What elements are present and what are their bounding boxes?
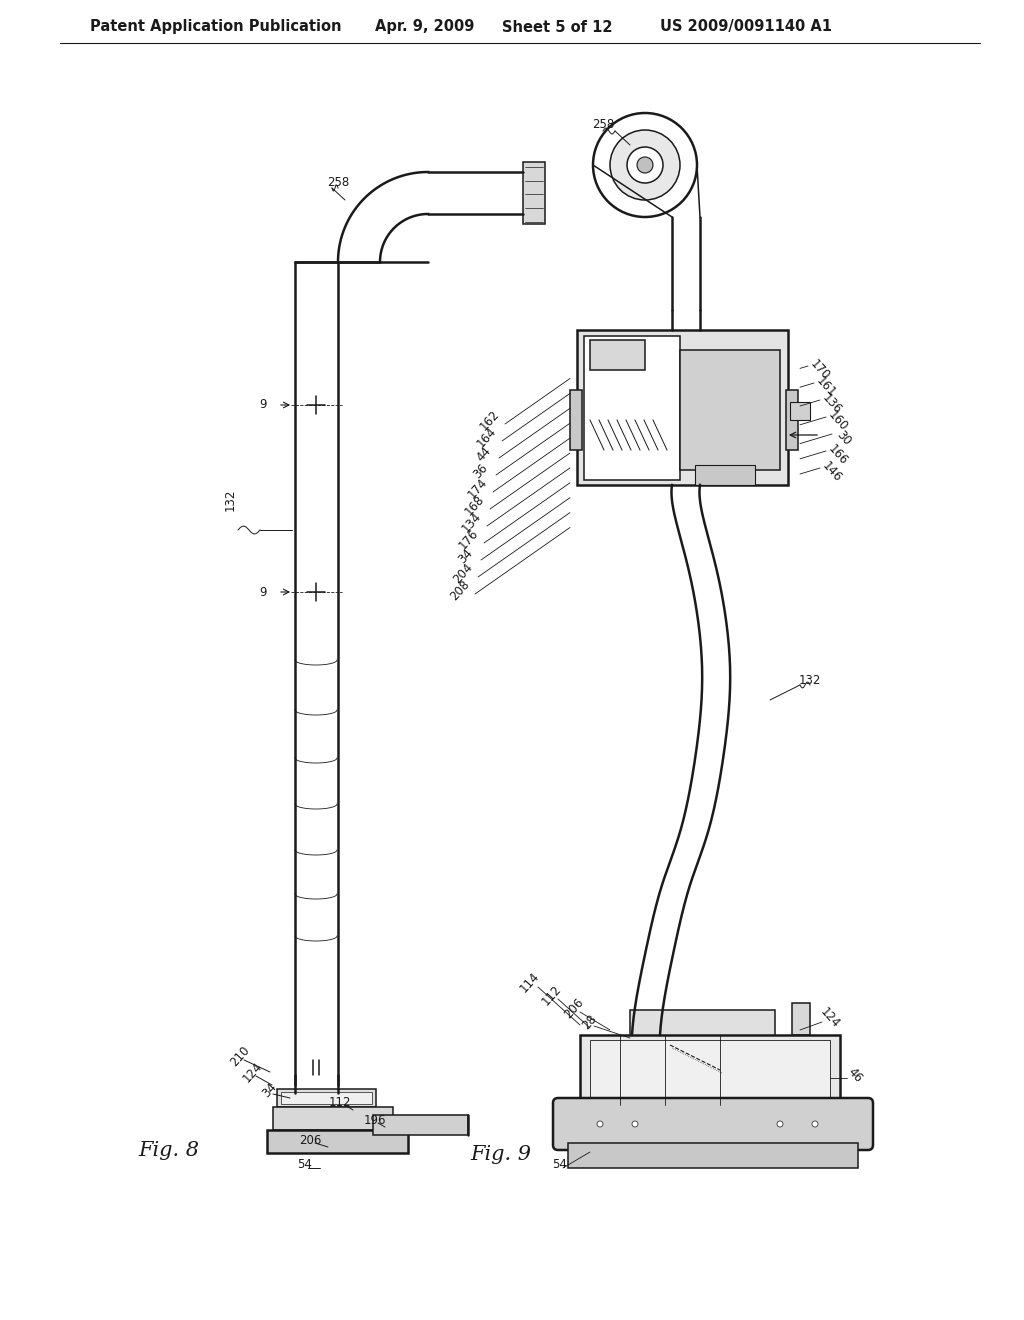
Text: 54: 54 [553,1159,567,1172]
Text: 46: 46 [845,1065,865,1085]
Text: 9: 9 [259,586,266,598]
Bar [577,330,788,484]
Circle shape [597,1121,603,1127]
Bar [580,1035,840,1105]
Text: 258: 258 [327,177,349,190]
Text: 54: 54 [298,1159,312,1172]
Bar [568,1143,858,1168]
Text: Patent Application Publication: Patent Application Publication [90,20,341,34]
Bar [680,350,780,470]
Text: 162: 162 [477,408,503,433]
Text: 30: 30 [835,428,854,447]
Circle shape [632,1121,638,1127]
Bar [278,1089,376,1107]
Bar [373,1115,468,1135]
Bar [590,1040,830,1100]
Circle shape [715,1067,725,1077]
Bar [523,162,545,224]
Text: 36: 36 [471,461,490,480]
Text: 161: 161 [814,375,839,400]
Circle shape [637,157,653,173]
Text: 146: 146 [819,459,845,484]
Text: 132: 132 [223,488,237,511]
Circle shape [627,147,663,183]
Text: 136: 136 [819,391,845,417]
Circle shape [777,1121,783,1127]
Text: 210: 210 [227,1043,252,1069]
Bar [786,389,798,450]
Bar [792,1003,810,1035]
Bar [695,465,755,484]
Text: 124: 124 [817,1006,843,1031]
Text: 160: 160 [825,408,850,434]
Text: 124: 124 [241,1059,265,1085]
Text: 114: 114 [518,969,543,995]
Text: 132: 132 [799,673,821,686]
Text: 258: 258 [592,119,614,132]
Text: 168: 168 [463,492,487,517]
Text: 206: 206 [562,995,587,1020]
Bar [281,1092,372,1104]
Circle shape [610,129,680,201]
Text: 206: 206 [299,1134,322,1147]
Text: 176: 176 [457,527,481,552]
Bar [267,1130,408,1152]
Bar [570,389,582,450]
Bar [273,1107,393,1130]
Text: US 2009/0091140 A1: US 2009/0091140 A1 [660,20,831,34]
Text: 196: 196 [364,1114,386,1126]
Text: 28: 28 [581,1012,600,1032]
Bar [584,337,680,480]
Text: 134: 134 [460,510,484,535]
Text: 166: 166 [825,442,850,467]
Text: Fig. 8: Fig. 8 [138,1140,199,1159]
Circle shape [593,114,697,216]
Text: Fig. 9: Fig. 9 [470,1146,531,1164]
Text: 170: 170 [808,358,833,383]
Bar [630,1010,775,1040]
Text: Sheet 5 of 12: Sheet 5 of 12 [502,20,612,34]
Text: 9: 9 [259,399,266,412]
Text: 112: 112 [540,982,564,1007]
Text: Apr. 9, 2009: Apr. 9, 2009 [375,20,474,34]
Bar [590,341,645,370]
Text: 174: 174 [466,475,490,500]
Text: 34: 34 [457,546,476,566]
Polygon shape [605,1041,800,1080]
Circle shape [812,1121,818,1127]
Text: 112: 112 [329,1096,351,1109]
Text: 208: 208 [447,577,472,603]
FancyBboxPatch shape [553,1098,873,1150]
Bar [790,403,810,420]
Text: 164: 164 [475,424,500,450]
Text: 44: 44 [474,444,494,463]
Text: 34: 34 [260,1080,280,1100]
Text: 204: 204 [451,560,475,586]
